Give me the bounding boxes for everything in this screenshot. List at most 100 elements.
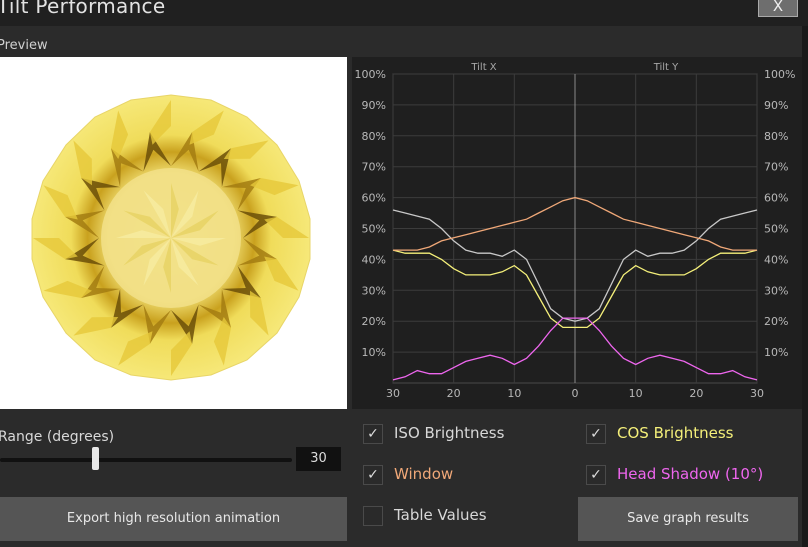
gem-star-facet — [143, 238, 171, 286]
y-tick-label-right: 40% — [764, 253, 788, 266]
range-label: Range (degrees) — [0, 429, 115, 445]
gem-facet — [171, 331, 193, 376]
check-icon: ✓ — [367, 426, 379, 442]
gem-facet — [81, 178, 121, 211]
cos-brightness-checkbox[interactable]: ✓ — [586, 424, 606, 444]
y-tick-label-right: 20% — [764, 315, 788, 328]
y-tick-label-left: 80% — [362, 130, 386, 143]
gem-facet — [65, 238, 105, 266]
range-value-field[interactable]: 30 — [296, 447, 341, 471]
gem-star-facet — [116, 230, 171, 238]
y-tick-label-right: 100% — [764, 68, 795, 81]
gem-facet — [111, 110, 129, 159]
gem-facet — [264, 256, 299, 291]
iso-brightness-label: ISO Brightness — [394, 424, 505, 442]
gem-facets — [33, 100, 309, 376]
x-tick-label: 10 — [629, 387, 643, 400]
gem-facet — [198, 148, 231, 188]
gem-facet — [223, 140, 269, 159]
gem-facet — [221, 178, 261, 211]
gem-image — [31, 94, 311, 381]
gem-facet — [264, 216, 309, 238]
y-tick-label-right: 30% — [764, 284, 788, 297]
iso-brightness-checkbox[interactable]: ✓ — [363, 424, 383, 444]
gem-preview — [0, 57, 347, 409]
gem-facet — [143, 132, 171, 172]
gem-facet — [213, 317, 231, 366]
x-tick-label: 10 — [507, 387, 521, 400]
table-values-checkbox[interactable] — [363, 506, 383, 526]
gem-facet — [250, 290, 269, 336]
y-tick-label-left: 10% — [362, 346, 386, 359]
close-button[interactable]: X — [758, 0, 798, 17]
x-tick-label: 0 — [572, 387, 579, 400]
tilt-chart: 10% 10% 20% 20% 30% 30% 40% 40% 50% 50% 60% 60% 70% 7… — [355, 62, 796, 400]
y-tick-label-left: 40% — [362, 253, 386, 266]
gem-facet — [118, 331, 153, 366]
head-shadow-checkbox[interactable]: ✓ — [586, 465, 606, 485]
gem-center-star — [116, 183, 226, 293]
gem-facet — [189, 110, 224, 145]
y-tick-label-right: 80% — [764, 130, 788, 143]
gem-facet — [149, 100, 171, 145]
gem-star-facet — [171, 238, 226, 246]
y-tick-label-right: 50% — [764, 223, 788, 236]
y-tick-label-left: 100% — [355, 68, 386, 81]
series-line-iso-brightness — [392, 209, 758, 322]
gem-facet — [111, 288, 144, 328]
x-tick-label: 20 — [689, 387, 703, 400]
gem-facet — [237, 210, 277, 238]
y-tick-label-left: 70% — [362, 161, 386, 174]
gem-facet — [221, 265, 261, 298]
save-graph-button[interactable]: Save graph results — [578, 497, 798, 541]
check-icon: ✓ — [367, 467, 379, 483]
range-slider-handle[interactable] — [92, 447, 99, 470]
y-tick-label-left: 30% — [362, 284, 386, 297]
gem-facet — [171, 304, 199, 344]
section-label-tilt-y: Tilt Y — [653, 62, 679, 73]
series-line-head-shadow-10 — [392, 317, 758, 381]
gem-facet — [33, 238, 78, 260]
preview-label: Preview — [0, 38, 48, 53]
cos-brightness-label: COS Brightness — [617, 424, 734, 442]
gem-star-facet — [171, 238, 219, 266]
gem-facet — [73, 317, 119, 336]
check-icon: ✓ — [590, 426, 602, 442]
head-shadow-label: Head Shadow (10°) — [617, 465, 764, 483]
export-animation-button[interactable]: Export high resolution animation — [0, 497, 347, 541]
y-tick-label-left: 90% — [362, 99, 386, 112]
gem-star-facet — [171, 210, 219, 238]
gem-star-facet — [143, 190, 171, 238]
gem-star-facet — [123, 210, 171, 238]
y-tick-label-left: 50% — [362, 223, 386, 236]
window-title: Tilt Performance — [0, 0, 166, 18]
gem-facet — [250, 178, 299, 196]
window-label: Window — [394, 465, 454, 483]
gem-facet — [198, 288, 231, 328]
x-tick-label: 30 — [386, 387, 400, 400]
y-tick-label-right: 60% — [764, 192, 788, 205]
series-line-window — [393, 196, 757, 251]
section-label-tilt-x: Tilt X — [470, 62, 496, 73]
y-tick-label-right: 90% — [764, 99, 788, 112]
tilt-chart-panel: 10% 10% 20% 20% 30% 30% 40% 40% 50% 50% 60% 60% 70% 7… — [352, 57, 802, 409]
window-edge — [802, 26, 808, 547]
gem-facet — [73, 140, 92, 186]
gem-star-facet — [171, 190, 199, 238]
gem-star-facet — [163, 238, 171, 293]
gem-facet — [111, 148, 144, 188]
y-tick-label-right: 10% — [764, 346, 788, 359]
x-tick-label: 20 — [447, 387, 461, 400]
x-tick-label: 30 — [750, 387, 764, 400]
gem-star-facet — [123, 238, 171, 266]
title-bar — [0, 0, 808, 26]
table-values-label: Table Values — [394, 506, 487, 524]
gem-facet — [81, 265, 121, 298]
y-tick-label-left: 20% — [362, 315, 386, 328]
range-slider-track[interactable] — [0, 458, 292, 462]
gem-facet — [43, 280, 92, 298]
gem-star-facet — [171, 183, 179, 238]
gem-facet — [43, 185, 78, 220]
window-checkbox[interactable]: ✓ — [363, 465, 383, 485]
check-icon: ✓ — [590, 467, 602, 483]
